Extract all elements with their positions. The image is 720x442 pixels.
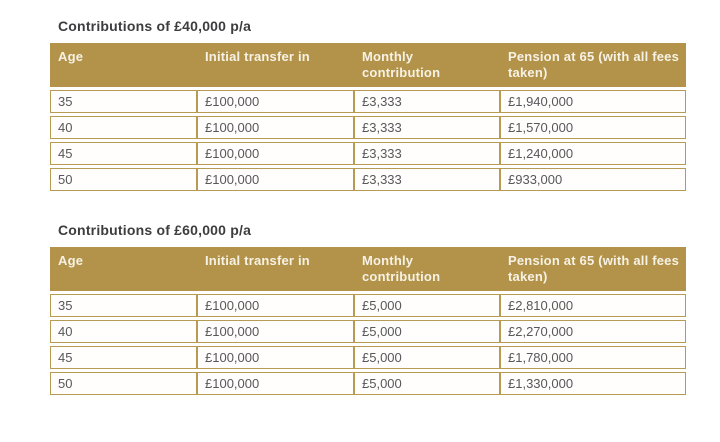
cell-age: 35 [50, 90, 197, 113]
cell-initial-transfer: £100,000 [197, 346, 354, 369]
col-header-pension-at-65: Pension at 65 (with all fees taken) [500, 247, 686, 291]
col-header-monthly-contribution: Monthly contribution [354, 247, 500, 291]
table-row: 50 £100,000 £5,000 £1,330,000 [50, 372, 686, 395]
cell-age: 50 [50, 168, 197, 191]
cell-initial-transfer: £100,000 [197, 168, 354, 191]
cell-monthly-contribution: £5,000 [354, 320, 500, 343]
section-contributions-60k: Contributions of £60,000 p/a Age Initial… [50, 222, 686, 398]
table-header-row: Age Initial transfer in Monthly contribu… [50, 247, 686, 291]
cell-monthly-contribution: £5,000 [354, 294, 500, 317]
cell-monthly-contribution: £5,000 [354, 346, 500, 369]
cell-monthly-contribution: £3,333 [354, 168, 500, 191]
cell-initial-transfer: £100,000 [197, 372, 354, 395]
cell-pension-at-65: £1,240,000 [500, 142, 686, 165]
col-header-initial-transfer: Initial transfer in [197, 43, 354, 87]
table-row: 45 £100,000 £3,333 £1,240,000 [50, 142, 686, 165]
cell-initial-transfer: £100,000 [197, 142, 354, 165]
cell-initial-transfer: £100,000 [197, 294, 354, 317]
table-row: 50 £100,000 £3,333 £933,000 [50, 168, 686, 191]
section-contributions-40k: Contributions of £40,000 p/a Age Initial… [50, 18, 686, 194]
cell-pension-at-65: £1,940,000 [500, 90, 686, 113]
cell-age: 45 [50, 346, 197, 369]
col-header-monthly-contribution: Monthly contribution [354, 43, 500, 87]
col-header-age: Age [50, 247, 197, 291]
cell-monthly-contribution: £5,000 [354, 372, 500, 395]
cell-monthly-contribution: £3,333 [354, 142, 500, 165]
cell-pension-at-65: £2,810,000 [500, 294, 686, 317]
col-header-age: Age [50, 43, 197, 87]
section-title: Contributions of £60,000 p/a [58, 222, 252, 238]
table-row: 40 £100,000 £3,333 £1,570,000 [50, 116, 686, 139]
table-header-row: Age Initial transfer in Monthly contribu… [50, 43, 686, 87]
cell-monthly-contribution: £3,333 [354, 90, 500, 113]
table-row: 35 £100,000 £3,333 £1,940,000 [50, 90, 686, 113]
table-row: 40 £100,000 £5,000 £2,270,000 [50, 320, 686, 343]
cell-age: 50 [50, 372, 197, 395]
cell-age: 40 [50, 116, 197, 139]
cell-initial-transfer: £100,000 [197, 320, 354, 343]
section-title: Contributions of £40,000 p/a [58, 18, 252, 34]
cell-pension-at-65: £1,330,000 [500, 372, 686, 395]
col-header-initial-transfer: Initial transfer in [197, 247, 354, 291]
cell-initial-transfer: £100,000 [197, 116, 354, 139]
cell-age: 40 [50, 320, 197, 343]
cell-pension-at-65: £1,570,000 [500, 116, 686, 139]
cell-pension-at-65: £2,270,000 [500, 320, 686, 343]
contributions-60k-table: Age Initial transfer in Monthly contribu… [50, 244, 686, 398]
cell-initial-transfer: £100,000 [197, 90, 354, 113]
cell-age: 45 [50, 142, 197, 165]
cell-monthly-contribution: £3,333 [354, 116, 500, 139]
cell-pension-at-65: £1,780,000 [500, 346, 686, 369]
col-header-pension-at-65: Pension at 65 (with all fees taken) [500, 43, 686, 87]
cell-pension-at-65: £933,000 [500, 168, 686, 191]
contributions-40k-table: Age Initial transfer in Monthly contribu… [50, 40, 686, 194]
cell-age: 35 [50, 294, 197, 317]
table-row: 35 £100,000 £5,000 £2,810,000 [50, 294, 686, 317]
table-row: 45 £100,000 £5,000 £1,780,000 [50, 346, 686, 369]
